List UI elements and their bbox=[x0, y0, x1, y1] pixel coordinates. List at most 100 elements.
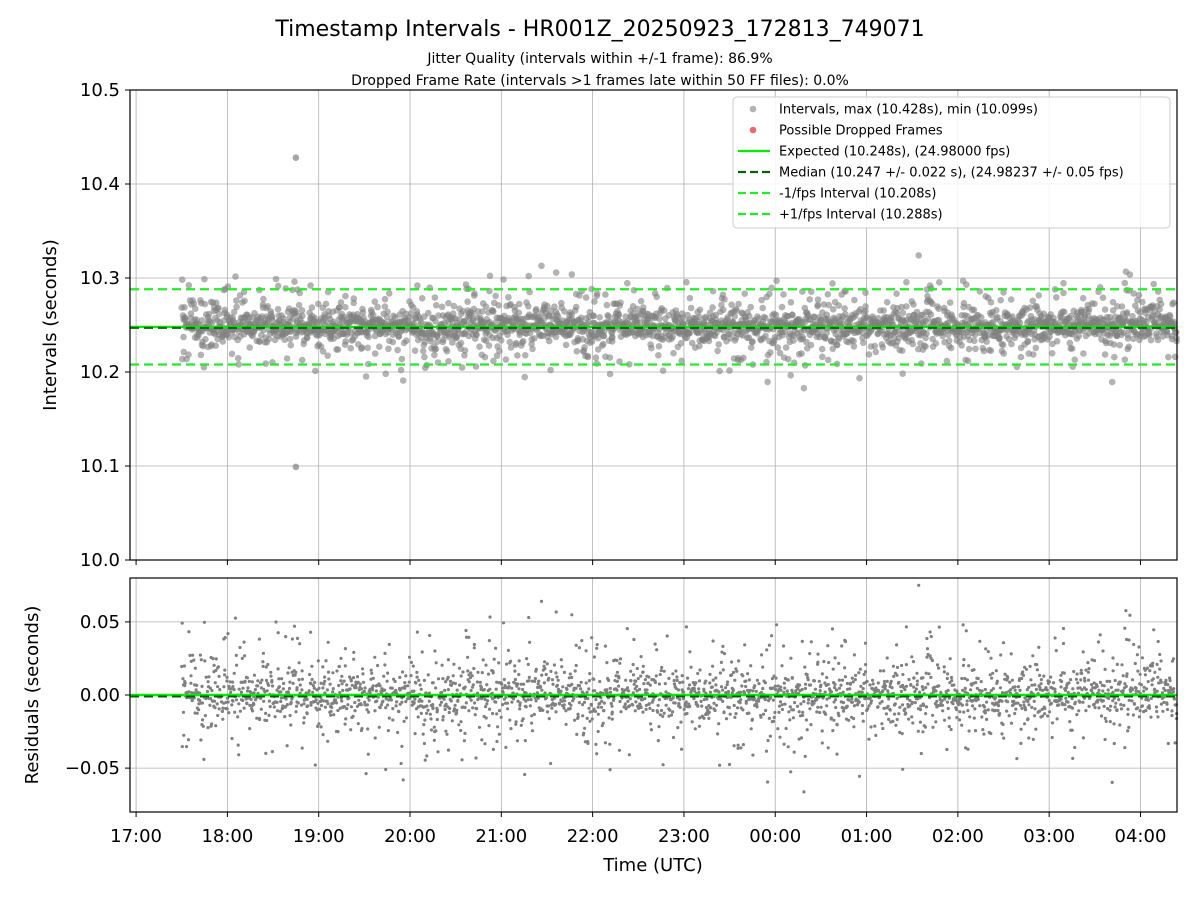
residual-point bbox=[539, 685, 543, 689]
residual-point bbox=[676, 688, 681, 692]
residual-point bbox=[325, 688, 329, 692]
residual-point bbox=[373, 736, 377, 740]
residual-point bbox=[843, 639, 848, 644]
residual-point bbox=[234, 653, 238, 658]
interval-point bbox=[1126, 271, 1134, 278]
chart-title: Timestamp Intervals - HR001Z_20250923_17… bbox=[274, 17, 924, 42]
residual-point bbox=[425, 704, 429, 708]
residual-point bbox=[290, 637, 294, 641]
residual-point bbox=[1018, 703, 1023, 708]
interval-point bbox=[334, 346, 342, 353]
residual-point bbox=[766, 780, 770, 784]
interval-point bbox=[495, 302, 503, 309]
interval-point bbox=[1099, 294, 1107, 302]
residual-point bbox=[883, 687, 887, 691]
residual-point bbox=[1033, 683, 1037, 687]
interval-point bbox=[983, 338, 990, 346]
residual-point bbox=[449, 699, 453, 703]
residual-point bbox=[391, 718, 395, 722]
residual-point bbox=[414, 681, 418, 685]
residual-point bbox=[1053, 687, 1057, 691]
residual-point bbox=[1063, 707, 1067, 711]
residual-point bbox=[300, 669, 304, 673]
residual-point bbox=[313, 680, 317, 685]
interval-point bbox=[233, 303, 240, 311]
residual-point bbox=[1026, 717, 1030, 721]
residual-point bbox=[653, 642, 657, 646]
residual-point bbox=[847, 698, 851, 702]
residual-point bbox=[298, 642, 302, 646]
residual-point bbox=[422, 678, 426, 683]
residual-point bbox=[915, 671, 919, 675]
interval-point bbox=[602, 291, 609, 298]
residual-point bbox=[540, 673, 544, 677]
residual-point bbox=[189, 674, 193, 678]
interval-point bbox=[246, 344, 253, 351]
residual-point bbox=[784, 726, 788, 731]
residual-point bbox=[258, 681, 263, 685]
residual-point bbox=[919, 751, 923, 756]
residual-point bbox=[826, 644, 830, 648]
residual-point bbox=[1016, 685, 1021, 689]
residual-point bbox=[1060, 679, 1064, 684]
residual-point bbox=[797, 683, 802, 687]
residual-point bbox=[434, 661, 438, 665]
residual-point bbox=[876, 705, 880, 709]
interval-point bbox=[359, 309, 367, 316]
residual-point bbox=[343, 647, 347, 651]
residual-point bbox=[557, 702, 562, 706]
residual-point bbox=[579, 680, 583, 684]
interval-point bbox=[342, 292, 349, 300]
interval-point bbox=[234, 354, 242, 362]
interval-point bbox=[686, 329, 693, 337]
residual-point bbox=[1021, 670, 1025, 674]
residual-point bbox=[523, 772, 527, 777]
residual-point bbox=[326, 702, 330, 706]
residual-point bbox=[928, 630, 932, 634]
residual-point bbox=[453, 681, 457, 686]
residual-point bbox=[238, 709, 242, 713]
residual-point bbox=[989, 656, 993, 660]
interval-point bbox=[274, 305, 282, 313]
residual-point bbox=[1045, 688, 1049, 692]
residual-point bbox=[323, 679, 327, 683]
interval-point bbox=[419, 347, 427, 355]
residual-point bbox=[265, 718, 269, 723]
residual-point bbox=[617, 748, 622, 752]
residual-point bbox=[780, 707, 785, 712]
residual-point bbox=[812, 679, 817, 683]
residual-point bbox=[278, 709, 282, 714]
residual-point bbox=[915, 679, 920, 683]
residual-point bbox=[319, 681, 323, 685]
residual-point bbox=[755, 702, 759, 706]
residual-point bbox=[426, 673, 430, 677]
residual-point bbox=[478, 680, 482, 684]
interval-point bbox=[281, 336, 289, 344]
residual-point bbox=[629, 679, 633, 683]
residual-point bbox=[682, 690, 686, 694]
residual-point bbox=[625, 686, 630, 690]
interval-point bbox=[1150, 280, 1157, 288]
residual-point bbox=[446, 748, 451, 752]
interval-point bbox=[1101, 351, 1109, 358]
residual-point bbox=[607, 716, 611, 720]
residual-point bbox=[1000, 699, 1004, 703]
interval-point bbox=[418, 295, 426, 302]
residual-point bbox=[739, 690, 743, 694]
interval-point bbox=[431, 294, 439, 301]
residual-point bbox=[937, 625, 941, 629]
residual-point bbox=[403, 681, 407, 685]
residual-point bbox=[570, 682, 574, 687]
residual-point bbox=[841, 701, 846, 705]
interval-point bbox=[307, 282, 314, 289]
residual-point bbox=[890, 686, 894, 690]
residual-point bbox=[595, 752, 599, 756]
residual-point bbox=[326, 640, 330, 644]
residual-point bbox=[205, 689, 210, 694]
interval-point bbox=[819, 353, 826, 361]
residual-point bbox=[210, 688, 214, 693]
interval-point bbox=[1116, 341, 1124, 349]
residual-point bbox=[779, 685, 783, 689]
residual-point bbox=[189, 681, 193, 685]
residual-point bbox=[555, 683, 560, 688]
